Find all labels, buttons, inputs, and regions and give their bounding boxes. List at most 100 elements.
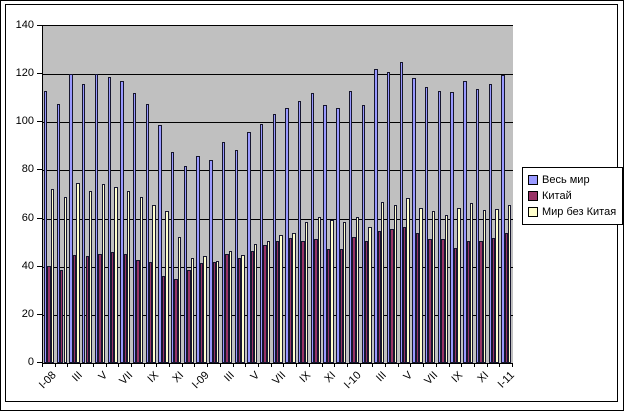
x-tick-23 [334,363,336,367]
bar-весь-мир-25 [361,105,365,363]
bar-весь-мир-23 [336,107,340,363]
bar-мир-без-китая-8 [152,205,156,363]
bar-мир-без-китая-22 [330,219,334,363]
x-tick-label-V-14: V [401,369,415,383]
x-tick-1 [54,363,56,367]
bar-китай-31 [441,239,445,363]
x-tick-37 [512,363,513,367]
x-tick-28 [397,363,399,367]
bar-весь-мир-22 [323,105,327,363]
bar-китай-11 [187,270,191,363]
bar-мир-без-китая-12 [203,255,207,363]
bar-мир-без-китая-32 [457,207,461,363]
bar-весь-мир-13 [209,159,213,363]
bar-весь-мир-33 [463,81,467,363]
x-tick-32 [448,363,450,367]
bar-весь-мир-32 [450,92,454,363]
y-tick-120 [37,73,42,75]
x-tick-11 [181,363,183,367]
bar-мир-без-китая-23 [342,222,347,363]
y-tick-label-0: 0 [27,356,34,368]
x-tick-18 [270,363,272,367]
x-tick-label-XI-11: XI [322,369,339,386]
bar-мир-без-китая-1 [63,196,67,363]
bar-мир-без-китая-14 [228,251,233,363]
x-tick-21 [308,363,310,367]
bar-мир-без-китая-6 [127,190,131,363]
bar-китай-4 [98,253,102,363]
y-tick-label-80: 80 [21,163,34,176]
x-tick-6 [118,363,120,367]
legend-label: Весь мир [542,174,590,186]
bar-весь-мир-6 [120,81,124,363]
x-tick-0 [42,363,43,367]
bar-весь-мир-34 [475,88,480,363]
x-tick-label-III-7: III [222,369,237,385]
x-tick-7 [130,363,132,367]
bar-мир-без-китая-10 [177,236,182,363]
bar-мир-без-китая-26 [381,201,385,363]
legend-box: Весь мир Китай Мир без Китая [522,167,624,225]
bar-весь-мир-3 [82,83,86,363]
x-tick-label-IX-10: IX [297,369,314,386]
x-tick-15 [232,363,234,367]
bar-мир-без-китая-24 [355,217,360,363]
x-tick-label-XI-17: XI [475,369,492,386]
bar-мир-без-китая-3 [88,190,93,363]
x-tick-30 [423,363,425,367]
bar-весь-мир-24 [348,91,353,363]
bar-мир-без-китая-0 [50,188,55,363]
gridline-120 [43,74,513,76]
chart-figure: 0 20 40 60 80 100 120 140 I-08 III V VII IX XI I-09 II… [5,4,624,402]
bar-мир-без-китая-4 [101,183,105,363]
bar-китай-28 [403,227,407,363]
x-tick-33 [461,363,463,367]
bar-китай-12 [199,263,204,363]
bar-мир-без-китая-7 [139,196,144,363]
bar-мир-без-китая-18 [279,235,283,363]
x-tick-16 [245,363,247,367]
bar-китай-17 [263,245,267,363]
bar-весь-мир-30 [425,87,429,363]
bar-весь-мир-14 [221,141,226,363]
bar-весь-мир-20 [298,100,302,363]
x-tick-26 [372,363,374,367]
bar-мир-без-китая-13 [215,260,220,363]
bar-китай-20 [301,241,305,363]
bar-китай-26 [377,230,382,363]
bar-мир-без-китая-31 [444,215,448,363]
plot-area [42,25,513,364]
bar-китай-34 [479,241,483,363]
bar-весь-мир-4 [94,74,99,363]
bar-мир-без-китая-25 [368,227,372,363]
bar-китай-0 [47,265,51,363]
bar-мир-без-китая-17 [266,241,271,363]
x-tick-2 [67,363,69,367]
legend-swatch-icon [528,191,538,201]
bar-китай-8 [149,261,153,363]
bar-весь-мир-10 [171,152,175,363]
bar-мир-без-китая-34 [482,210,487,363]
bar-мир-без-китая-28 [406,198,410,363]
gridline-100 [43,122,513,124]
x-tick-label-I-08-0: I-08 [37,369,60,392]
bar-китай-36 [504,233,509,363]
y-tick-20 [37,313,42,315]
bar-мир-без-китая-36 [508,205,512,363]
legend-item-1: Весь мир [528,172,616,188]
y-tick-label-100: 100 [15,115,34,128]
bar-весь-мир-0 [44,91,48,363]
bar-весь-мир-12 [196,156,200,363]
bar-китай-22 [326,248,331,363]
bar-китай-25 [364,241,369,363]
legend-label: Китай [542,190,572,202]
x-tick-36 [499,363,501,367]
x-tick-34 [473,363,475,367]
x-tick-label-I-11-18: I-11 [495,369,517,391]
legend-swatch-icon [528,207,538,217]
bar-китай-23 [339,248,343,363]
bar-мир-без-китая-21 [317,217,321,363]
bar-весь-мир-19 [285,107,289,363]
bar-весь-мир-2 [69,74,73,363]
bar-весь-мир-11 [183,165,188,363]
